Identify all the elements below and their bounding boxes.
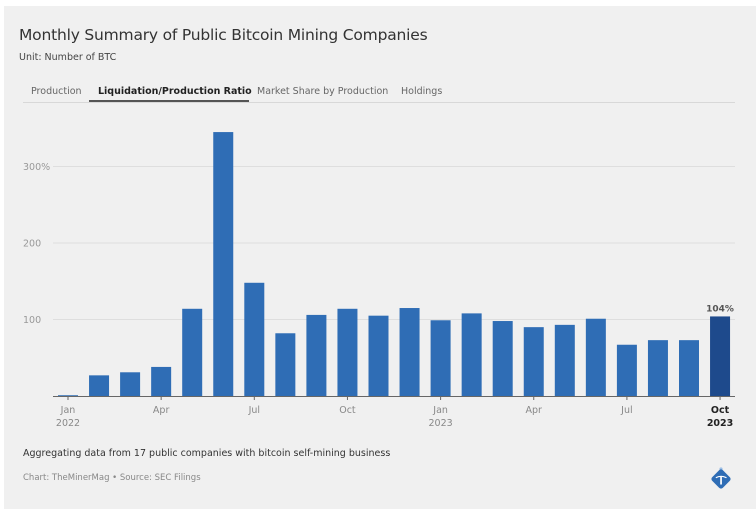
x-tick-label: Apr (153, 405, 170, 416)
data-label: 104% (706, 304, 734, 314)
bar-jul-2023[interactable] (616, 344, 637, 396)
bar-sep-2023[interactable] (679, 340, 699, 396)
bar-dec-2022[interactable] (399, 308, 420, 396)
active-tab-indicator (89, 100, 249, 102)
bar-apr-2023[interactable] (523, 327, 544, 396)
bar-apr-2022[interactable] (151, 366, 172, 396)
y-tick-label: 100 (23, 315, 41, 326)
x-tick-label: Jan (432, 405, 448, 416)
bar-aug-2023[interactable] (647, 340, 668, 396)
tab-liquidation-production-ratio[interactable]: Liquidation/Production Ratio (98, 86, 252, 97)
bar-jun-2022[interactable] (213, 132, 234, 396)
tab-holdings[interactable]: Holdings (401, 86, 443, 97)
x-tick-label: Oct (711, 405, 730, 416)
bar-mar-2023[interactable] (492, 321, 513, 396)
bar-sep-2022[interactable] (306, 314, 327, 396)
bar-feb-2022[interactable] (89, 375, 110, 396)
bar-oct-2022[interactable] (337, 308, 358, 396)
bar-nov-2022[interactable] (368, 315, 389, 396)
chart-credit: Chart: TheMinerMag • Source: SEC Filings (23, 473, 201, 483)
x-axis: Jan 2022 Apr Jul Oct Jan 2023 Apr Jul Oct 2023 (53, 396, 735, 429)
tab-bar: Production Liquidation/Production Ratio … (23, 82, 735, 103)
chart-subtitle: Unit: Number of BTC (19, 52, 117, 63)
bar-mar-2022[interactable] (120, 372, 141, 396)
chart-panel (4, 6, 756, 509)
chart-title: Monthly Summary of Public Bitcoin Mining… (19, 26, 428, 44)
x-tick-sublabel: 2023 (429, 418, 453, 429)
x-tick-sublabel: 2022 (56, 418, 80, 429)
bar-chart: 100 200 300% 104% Jan 2022 Apr Jul Oct Jan 2023 A… (23, 132, 735, 429)
bar-may-2023[interactable] (554, 324, 575, 396)
x-tick-label: Jul (248, 405, 260, 416)
x-tick-label: Apr (526, 405, 543, 416)
bar-may-2022[interactable] (182, 308, 203, 396)
gridlines: 100 200 300% (23, 162, 735, 326)
x-tick-label: Jul (620, 405, 632, 416)
x-tick-label: Oct (339, 405, 356, 416)
bar-jun-2023[interactable] (585, 318, 606, 396)
bar-jul-2022[interactable] (244, 282, 265, 396)
tab-production[interactable]: Production (31, 86, 82, 97)
tab-market-share-by-production[interactable]: Market Share by Production (257, 86, 389, 97)
x-tick-label: Jan (60, 405, 76, 416)
bar-feb-2023[interactable] (461, 313, 482, 396)
pickaxe-diamond-logo-icon (711, 467, 731, 489)
bar-jan-2023[interactable] (430, 320, 451, 396)
bar-aug-2022[interactable] (275, 333, 296, 396)
chart-note: Aggregating data from 17 public companie… (23, 448, 391, 459)
bars: 104% (58, 132, 734, 396)
bar-oct-2023[interactable] (710, 316, 731, 396)
bar-jan-2022[interactable] (58, 395, 78, 396)
y-tick-label: 300% (23, 162, 50, 173)
y-tick-label: 200 (23, 239, 41, 250)
x-tick-sublabel: 2023 (707, 418, 733, 429)
